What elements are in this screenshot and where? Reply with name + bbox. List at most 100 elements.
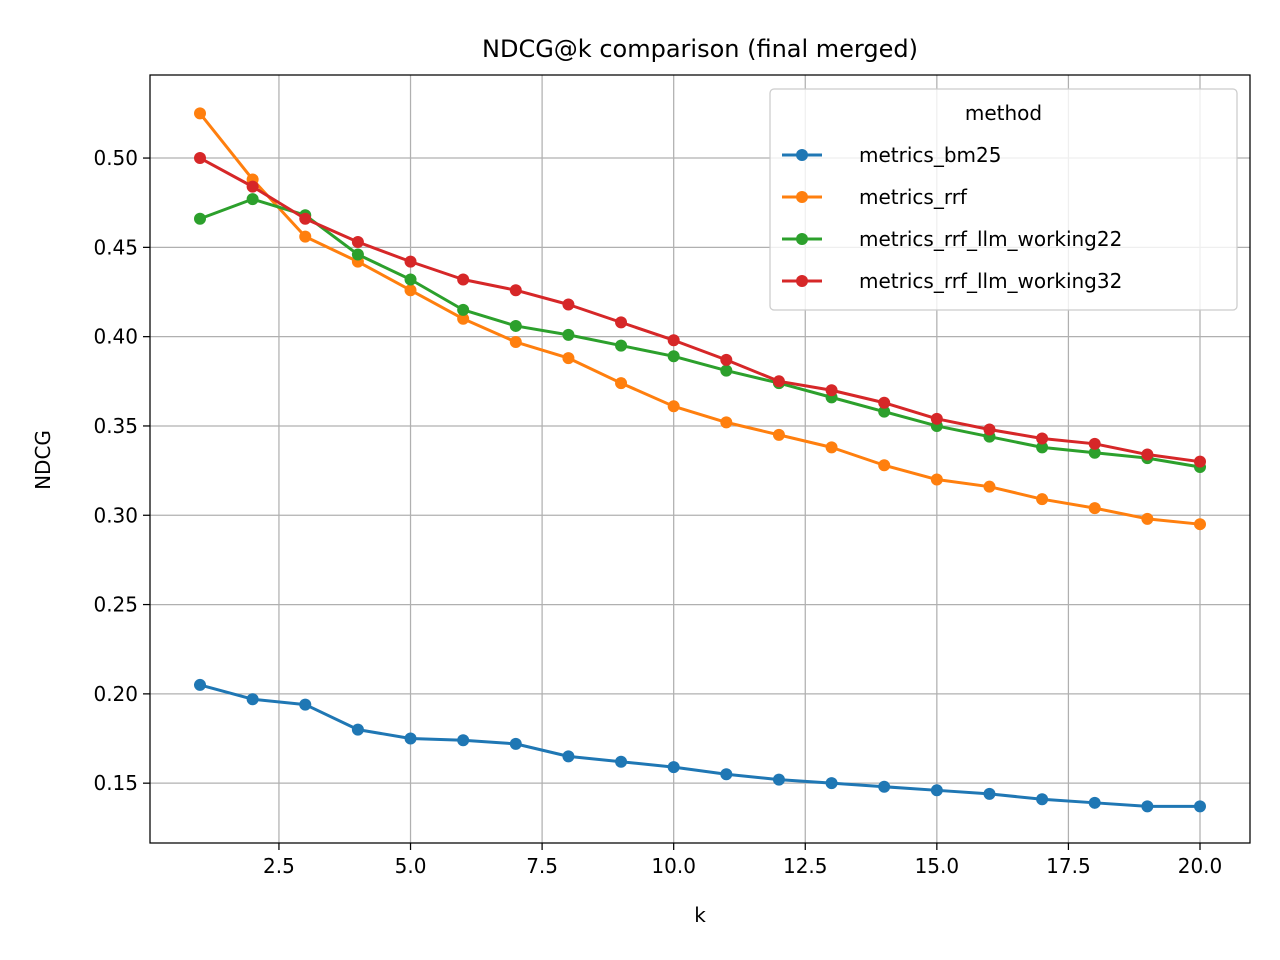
- data-point: [1141, 512, 1154, 525]
- legend-marker: [796, 191, 808, 203]
- data-point: [615, 316, 628, 329]
- data-point: [299, 698, 312, 711]
- data-point: [1036, 441, 1049, 454]
- y-tick-label: 0.25: [93, 593, 138, 617]
- y-tick-label: 0.40: [93, 325, 138, 349]
- data-point: [299, 212, 312, 225]
- data-point: [457, 273, 470, 286]
- data-point: [457, 303, 470, 316]
- data-point: [562, 298, 575, 311]
- data-point: [509, 336, 522, 349]
- data-point: [1036, 793, 1049, 806]
- data-point: [930, 473, 943, 486]
- data-point: [1088, 437, 1101, 450]
- series-line: [199, 156, 1201, 464]
- data-point: [404, 273, 417, 286]
- data-point: [825, 384, 838, 397]
- x-tick-label: 10.0: [651, 854, 696, 878]
- data-point: [930, 412, 943, 425]
- data-point: [404, 255, 417, 268]
- data-point: [246, 180, 259, 193]
- data-point: [1088, 502, 1101, 515]
- series-layer: [194, 107, 1206, 813]
- x-tick-label: 12.5: [783, 854, 828, 878]
- legend-label: metrics_rrf_llm_working32: [859, 269, 1122, 293]
- data-point: [720, 353, 733, 366]
- y-tick-label: 0.45: [93, 235, 138, 259]
- data-point: [930, 784, 943, 797]
- legend-label: metrics_rrf: [859, 185, 968, 209]
- data-point: [404, 284, 417, 297]
- data-point: [667, 334, 680, 347]
- legend: method metrics_bm25 metrics_rrf metrics_rrf…: [769, 88, 1238, 311]
- series-metrics_bm25: [194, 678, 1206, 813]
- legend-marker: [796, 275, 808, 287]
- chart-title: NDCG@k comparison (final merged): [482, 35, 918, 63]
- data-point: [194, 107, 206, 120]
- data-point: [878, 780, 891, 793]
- legend-entry: metrics_rrf_llm_working22: [782, 227, 1122, 251]
- data-point: [615, 755, 628, 768]
- data-point: [404, 732, 417, 745]
- data-point: [194, 152, 206, 165]
- x-tick-label: 15.0: [915, 854, 960, 878]
- x-tick-label: 5.0: [395, 854, 427, 878]
- data-point: [509, 737, 522, 750]
- data-point: [983, 423, 996, 436]
- legend-entry: metrics_rrf: [782, 185, 968, 209]
- legend-label: metrics_bm25: [859, 143, 1001, 167]
- data-point: [667, 400, 680, 413]
- data-point: [720, 768, 733, 781]
- data-point: [351, 235, 364, 248]
- legend-title: method: [965, 101, 1042, 125]
- y-axis-title: NDCG: [31, 430, 55, 490]
- data-point: [194, 212, 206, 225]
- data-point: [246, 693, 259, 706]
- data-point: [667, 350, 680, 363]
- legend-marker: [796, 233, 808, 245]
- data-point: [1036, 493, 1049, 506]
- data-point: [457, 312, 470, 325]
- series-metrics_rrf_llm_working32: [194, 152, 1206, 468]
- y-tick-label: 0.35: [93, 414, 138, 438]
- legend-box: [769, 88, 1238, 311]
- data-point: [878, 405, 891, 418]
- x-axis-title: k: [694, 903, 706, 927]
- data-point: [562, 328, 575, 341]
- data-point: [772, 428, 785, 441]
- data-point: [562, 750, 575, 763]
- series-line: [199, 197, 1201, 469]
- data-point: [825, 777, 838, 790]
- data-point: [1141, 448, 1154, 461]
- data-point: [615, 377, 628, 390]
- legend-entry: metrics_rrf_llm_working32: [782, 269, 1122, 293]
- data-point: [667, 761, 680, 774]
- data-point: [983, 480, 996, 493]
- y-tick-label: 0.15: [93, 771, 138, 795]
- data-point: [1088, 446, 1101, 459]
- data-point: [983, 787, 996, 800]
- data-point: [509, 284, 522, 297]
- data-point: [351, 723, 364, 736]
- series-line: [198, 112, 1201, 526]
- x-tick-label: 20.0: [1178, 854, 1223, 878]
- data-point: [509, 319, 522, 332]
- y-tick-label: 0.20: [93, 682, 138, 706]
- data-point: [194, 678, 206, 691]
- y-tick-label: 0.30: [93, 503, 138, 527]
- axis-ticks: 2.5 5.0 7.5 10.0 12.5 15.0 17.5 20.0 0.15 0.20 0.2…: [93, 146, 1222, 878]
- data-point: [1194, 455, 1206, 468]
- data-point: [878, 396, 891, 409]
- data-point: [351, 248, 364, 261]
- data-point: [720, 416, 733, 429]
- data-point: [720, 364, 733, 377]
- data-point: [562, 352, 575, 365]
- data-point: [1194, 518, 1206, 531]
- legend-entry: metrics_bm25: [782, 143, 1001, 167]
- x-tick-label: 2.5: [263, 854, 295, 878]
- plot-frame: [149, 74, 1251, 844]
- legend-marker: [796, 149, 808, 161]
- data-point: [1141, 800, 1154, 813]
